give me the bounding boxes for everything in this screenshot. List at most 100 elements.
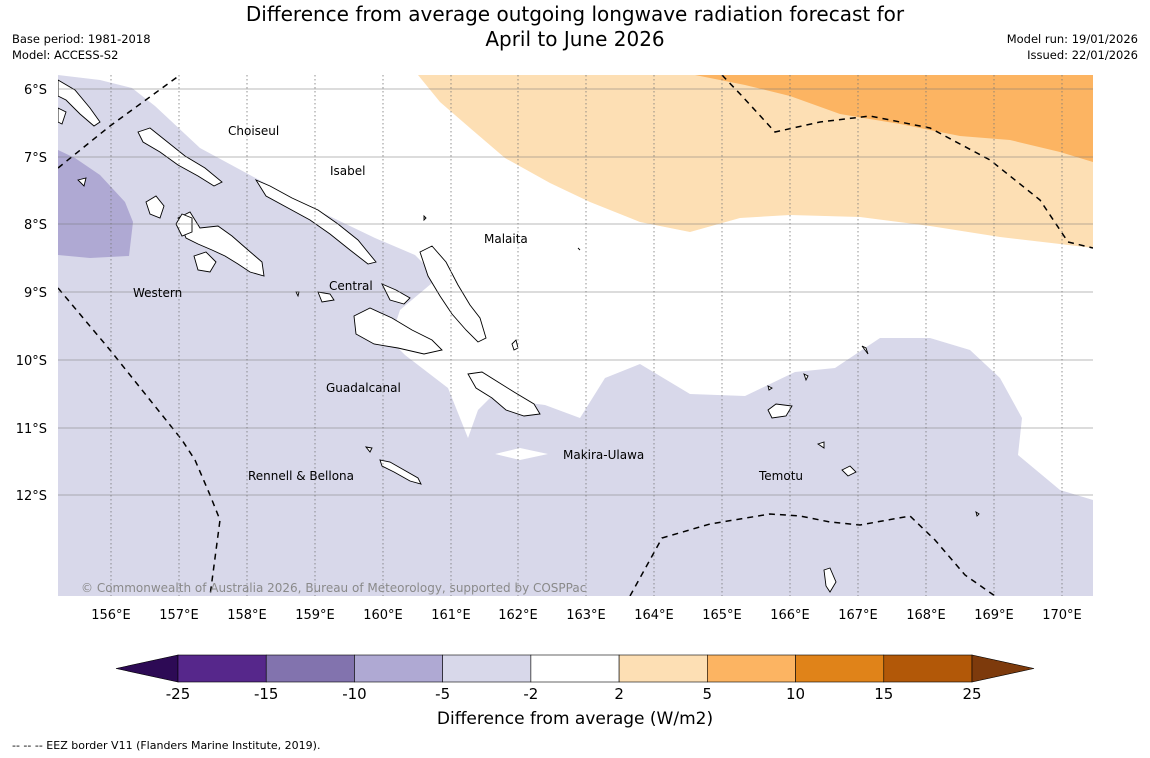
meta-right: Model run: 19/01/2026 Issued: 22/01/2026 [1007, 31, 1138, 63]
island-new-georgia [177, 211, 265, 277]
colorbar-tick-label: 5 [703, 685, 713, 703]
latitude-tick-labels: 6°S 7°S 8°S 9°S 10°S 11°S 12°S [16, 83, 47, 504]
lon-tick-label: 166°E [770, 608, 810, 623]
colorbar-segment [883, 654, 973, 683]
issued-date: Issued: 22/01/2026 [1027, 48, 1138, 62]
lon-tick-label: 163°E [566, 608, 606, 623]
lat-tick-label: 8°S [24, 218, 47, 233]
colorbar-tick-label: -2 [523, 685, 538, 703]
colorbar-arrow-low [115, 654, 179, 683]
lon-tick-label: 164°E [634, 608, 674, 623]
lon-tick-label: 160°E [363, 608, 403, 623]
island-shortland [58, 107, 67, 125]
colorbar-tick-label: 25 [962, 685, 981, 703]
colorbar-segment [530, 654, 620, 683]
island-bellona [364, 446, 373, 453]
lon-tick-label: 168°E [906, 608, 946, 623]
anomaly-area-orange [695, 75, 1093, 162]
colorbar-tick-label: 15 [874, 685, 893, 703]
island-malaita [419, 245, 487, 343]
island-small-3 [803, 373, 809, 382]
anomaly-area-medium-purple [58, 150, 133, 258]
island-treasury [77, 177, 87, 187]
title-line-2: April to June 2026 [485, 27, 665, 51]
colorbar-tick-label: 10 [786, 685, 805, 703]
colorbar-segment [618, 654, 708, 683]
island-santa-isabel [254, 179, 377, 265]
island-rennell [379, 459, 422, 485]
eez-border-north [58, 75, 181, 169]
colorbar-tick-label: -25 [166, 685, 191, 703]
colorbar-segments [115, 654, 1035, 683]
region-label-malaita: Malaita [484, 232, 528, 246]
colorbar-segment [354, 654, 443, 683]
meta-left: Base period: 1981-2018 Model: ACCESS-S2 [12, 31, 151, 63]
island-santa-cruz [767, 403, 793, 419]
map: Choiseul Isabel Malaita Western Central … [16, 75, 1093, 623]
anomaly-gap-white [495, 448, 548, 460]
copyright-notice: © Commonwealth of Australia 2026, Bureau… [81, 581, 586, 595]
colorbar-segment [265, 654, 355, 683]
lon-tick-label: 158°E [227, 608, 267, 623]
region-labels: Choiseul Isabel Malaita Western Central … [133, 124, 803, 483]
lon-tick-label: 170°E [1042, 608, 1082, 623]
lon-tick-label: 162°E [498, 608, 538, 623]
chart-title: Difference from average outgoing longwav… [0, 2, 1150, 52]
colorbar-segment [707, 654, 796, 683]
island-small-2 [861, 345, 869, 355]
model-run: Model run: 19/01/2026 [1006, 32, 1138, 46]
colorbar-tick-label: -15 [254, 685, 279, 703]
colorbar-segment [442, 654, 532, 683]
title-line-1: Difference from average outgoing longwav… [245, 2, 905, 26]
island-kolombangara [175, 213, 193, 237]
latitude-gridlines [58, 88, 1093, 496]
lat-tick-label: 9°S [24, 286, 47, 301]
island-rendova [193, 251, 217, 273]
eez-border-southwest [58, 287, 221, 596]
island-florida [381, 283, 411, 305]
island-small-6 [577, 247, 581, 251]
land-masses [58, 79, 980, 593]
lon-tick-label: 165°E [702, 608, 742, 623]
anomaly-area-light-purple [58, 75, 1093, 596]
island-small-5 [975, 510, 980, 517]
region-label-western: Western [133, 286, 182, 300]
base-period: Base period: 1981-2018 [12, 32, 151, 46]
colorbar-title: Difference from average (W/m2) [436, 709, 714, 729]
island-anuta [823, 567, 837, 593]
map-plot-area: Choiseul Isabel Malaita Western Central … [58, 75, 1093, 596]
lon-tick-label: 169°E [974, 608, 1014, 623]
island-makira [467, 371, 541, 417]
colorbar-tick-label: -5 [435, 685, 450, 703]
eez-footnote: -- -- -- EEZ border V11 (Flanders Marine… [12, 739, 321, 752]
lat-tick-label: 11°S [16, 422, 47, 437]
island-russell [317, 291, 335, 303]
colorbar-tick-label: 2 [614, 685, 624, 703]
region-label-isabel: Isabel [330, 164, 365, 178]
eez-border-south [629, 513, 996, 596]
longitude-tick-labels: 156°E 157°E 158°E 159°E 160°E 161°E 162°… [91, 608, 1082, 623]
island-tikopia [816, 441, 825, 449]
region-label-rennell-bellona: Rennell & Bellona [248, 469, 354, 483]
colorbar-tick-label: -10 [342, 685, 367, 703]
lon-tick-label: 167°E [838, 608, 878, 623]
longitude-gridlines [110, 75, 1063, 596]
island-vella-lavella [145, 195, 165, 219]
colorbar-segment [795, 654, 885, 683]
island-vanikoro [841, 465, 857, 477]
lon-tick-label: 157°E [159, 608, 199, 623]
region-label-choiseul: Choiseul [228, 124, 279, 138]
island-guadalcanal [353, 307, 443, 355]
region-label-makira-ulawa: Makira-Ulawa [563, 448, 644, 462]
colorbar-arrow-high [971, 654, 1035, 683]
colorbar-labels: -25 -15 -10 -5 -2 2 5 10 15 25 [166, 685, 982, 703]
island-small-7 [423, 214, 427, 222]
region-label-guadalcanal: Guadalcanal [326, 381, 401, 395]
lat-tick-label: 12°S [16, 489, 47, 504]
colorbar-segment [177, 654, 267, 683]
model-name: Model: ACCESS-S2 [12, 48, 119, 62]
region-label-central: Central [329, 279, 373, 293]
lon-tick-label: 161°E [431, 608, 471, 623]
region-label-temotu: Temotu [758, 469, 803, 483]
lat-tick-label: 7°S [24, 151, 47, 166]
